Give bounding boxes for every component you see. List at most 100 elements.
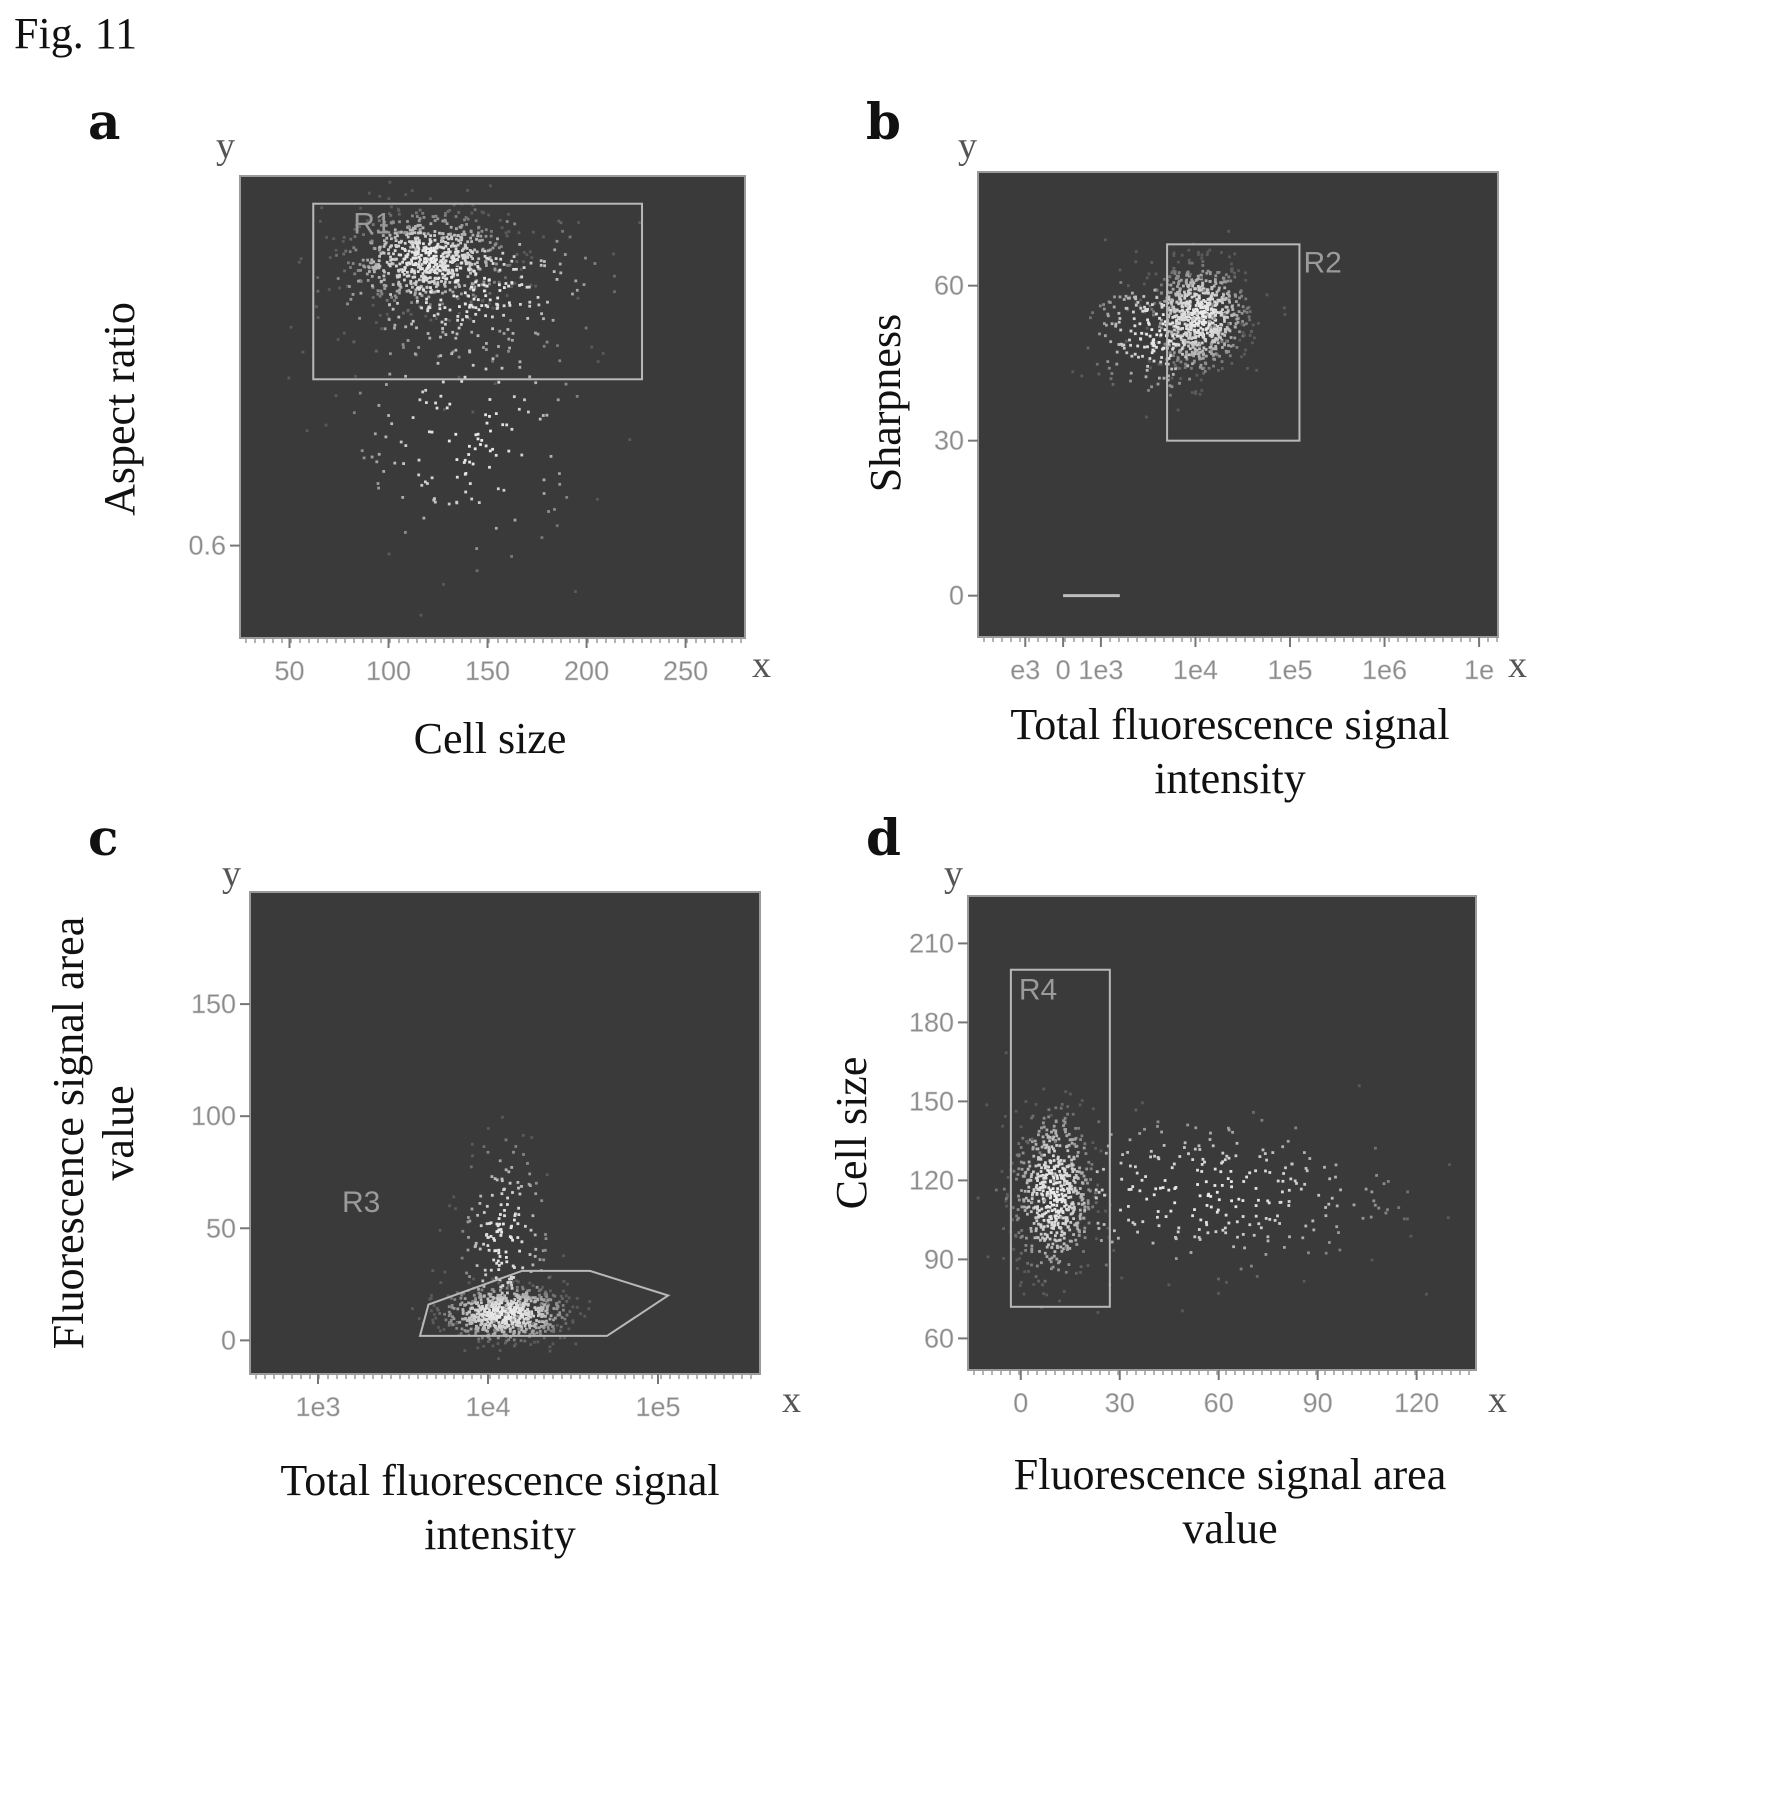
data-point bbox=[1036, 1265, 1039, 1268]
data-point bbox=[480, 1301, 483, 1304]
data-point bbox=[478, 308, 481, 311]
data-point bbox=[400, 441, 403, 444]
data-point bbox=[1200, 274, 1203, 277]
data-point bbox=[395, 265, 398, 268]
data-point bbox=[439, 307, 442, 310]
data-point bbox=[1169, 275, 1172, 278]
data-point bbox=[1059, 1246, 1062, 1249]
data-point bbox=[1163, 1144, 1166, 1147]
data-point bbox=[398, 292, 401, 295]
data-point bbox=[1061, 1163, 1064, 1166]
data-point bbox=[565, 496, 568, 499]
data-point bbox=[568, 1297, 571, 1300]
data-point bbox=[421, 212, 424, 215]
data-point bbox=[484, 1318, 487, 1321]
data-point bbox=[528, 305, 531, 308]
data-point bbox=[474, 1297, 477, 1300]
data-point bbox=[1023, 1270, 1026, 1273]
data-point bbox=[1058, 1260, 1061, 1263]
data-point bbox=[505, 1260, 508, 1263]
data-point bbox=[319, 220, 322, 223]
data-point bbox=[1044, 1280, 1047, 1283]
data-point bbox=[1160, 284, 1163, 287]
data-point bbox=[377, 487, 380, 490]
data-point bbox=[1231, 305, 1234, 308]
data-point bbox=[1197, 253, 1200, 256]
data-point bbox=[377, 263, 380, 266]
data-point bbox=[469, 237, 472, 240]
data-point bbox=[393, 327, 396, 330]
data-point bbox=[1184, 331, 1187, 334]
data-point bbox=[466, 240, 469, 243]
data-point bbox=[483, 1145, 486, 1148]
data-point bbox=[1214, 1168, 1217, 1171]
data-point bbox=[407, 236, 410, 239]
data-point bbox=[1271, 1151, 1274, 1154]
data-point bbox=[491, 1278, 494, 1281]
data-point bbox=[445, 252, 448, 255]
data-point bbox=[1294, 1180, 1297, 1183]
data-point bbox=[1067, 1196, 1070, 1199]
data-point bbox=[1061, 1193, 1064, 1196]
data-point bbox=[1250, 330, 1253, 333]
data-point bbox=[447, 270, 450, 273]
data-point bbox=[489, 1338, 492, 1341]
data-point bbox=[1081, 1099, 1084, 1102]
data-point bbox=[1215, 294, 1218, 297]
data-point bbox=[1146, 365, 1149, 368]
data-point bbox=[407, 309, 410, 312]
data-point bbox=[534, 1234, 537, 1237]
data-point bbox=[1063, 1232, 1066, 1235]
data-point bbox=[527, 1317, 530, 1320]
data-point bbox=[1056, 1177, 1059, 1180]
data-point bbox=[514, 519, 517, 522]
data-point bbox=[549, 1345, 552, 1348]
data-point bbox=[503, 1209, 506, 1212]
data-point bbox=[483, 1211, 486, 1214]
data-point bbox=[467, 1236, 470, 1239]
data-point bbox=[423, 270, 426, 273]
data-point bbox=[288, 377, 291, 380]
data-point bbox=[1113, 296, 1116, 299]
data-point bbox=[549, 1290, 552, 1293]
data-point bbox=[1106, 360, 1109, 363]
data-point bbox=[1216, 353, 1219, 356]
data-point bbox=[1193, 352, 1196, 355]
data-point bbox=[1047, 1219, 1050, 1222]
data-point bbox=[1216, 271, 1219, 274]
data-point bbox=[436, 407, 439, 410]
data-point bbox=[531, 1322, 534, 1325]
data-point bbox=[460, 238, 463, 241]
data-point bbox=[1049, 1136, 1052, 1139]
data-point bbox=[1031, 1245, 1034, 1248]
data-point bbox=[464, 303, 467, 306]
data-point bbox=[497, 487, 500, 490]
data-point bbox=[328, 288, 331, 291]
data-point bbox=[1034, 1216, 1037, 1219]
data-point bbox=[1125, 307, 1128, 310]
data-point bbox=[1032, 1171, 1035, 1174]
data-point bbox=[389, 352, 392, 355]
data-point bbox=[520, 1185, 523, 1188]
data-point bbox=[1180, 361, 1183, 364]
data-point bbox=[1020, 1229, 1023, 1232]
data-point bbox=[1370, 1216, 1373, 1219]
data-point bbox=[463, 231, 466, 234]
data-point bbox=[1041, 1194, 1044, 1197]
data-point bbox=[1210, 1206, 1213, 1209]
data-point bbox=[445, 318, 448, 321]
data-point bbox=[1187, 324, 1190, 327]
data-point bbox=[448, 281, 451, 284]
data-point bbox=[1130, 372, 1133, 375]
data-point bbox=[545, 1320, 548, 1323]
data-point bbox=[1015, 1110, 1018, 1113]
data-point bbox=[474, 281, 477, 284]
data-point bbox=[1076, 1170, 1079, 1173]
data-point bbox=[487, 1236, 490, 1239]
data-point bbox=[1208, 367, 1211, 370]
data-point bbox=[1201, 342, 1204, 345]
data-point bbox=[1198, 321, 1201, 324]
data-point bbox=[439, 261, 442, 264]
data-point bbox=[1139, 307, 1142, 310]
data-point bbox=[507, 338, 510, 341]
